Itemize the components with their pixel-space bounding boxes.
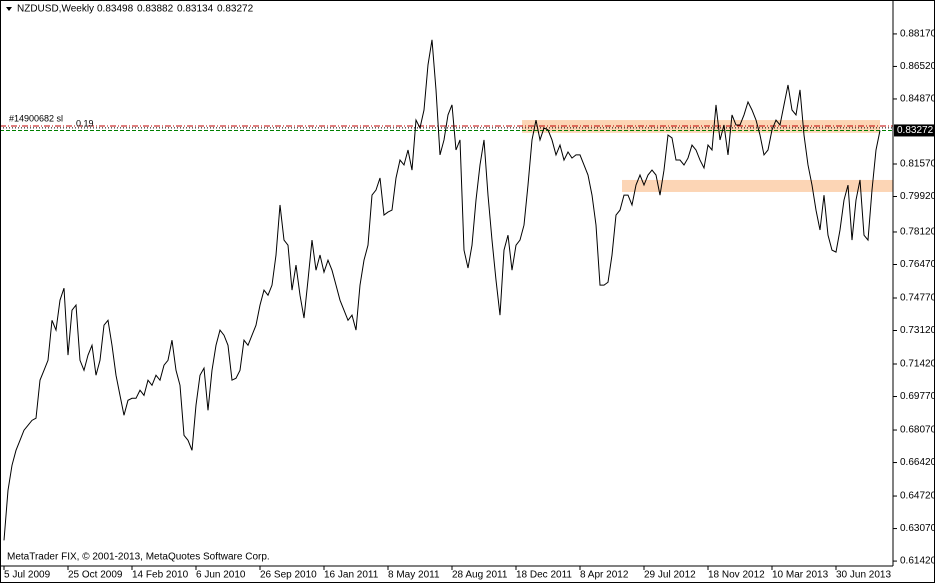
y-tick-label: 0.79920 [900, 191, 935, 202]
plot-area [0, 39, 893, 541]
x-tick-label: 6 Jun 2010 [196, 570, 246, 581]
x-tick-label: 14 Feb 2010 [132, 570, 189, 581]
order-label: #14900682 sl [9, 113, 63, 123]
y-tick-label: 0.78120 [900, 227, 935, 238]
x-tick-label: 29 Jul 2012 [644, 570, 696, 581]
x-tick-label: 28 Aug 2011 [452, 570, 508, 581]
close-value: 0.83272 [217, 4, 254, 15]
low-value: 0.83134 [177, 4, 214, 15]
y-tick-label: 0.88170 [900, 29, 935, 40]
menu-arrow[interactable] [6, 7, 12, 11]
x-tick-label: 30 Jun 2013 [836, 570, 891, 581]
y-tick-label: 0.61420 [900, 556, 935, 567]
y-tick-label: 0.68070 [900, 425, 935, 436]
y-tick-label: 0.73120 [900, 325, 935, 336]
x-tick-label: 18 Nov 2012 [708, 570, 765, 581]
x-tick-label: 26 Sep 2010 [260, 570, 317, 581]
copyright: MetaTrader FIX, © 2001-2013, MetaQuotes … [7, 552, 270, 563]
x-tick-label: 8 Apr 2012 [580, 570, 629, 581]
y-tick-label: 0.69770 [900, 391, 935, 402]
y-tick-label: 0.84870 [900, 94, 935, 105]
y-tick-label: 0.76470 [900, 259, 935, 270]
x-tick-label: 18 Dec 2011 [516, 570, 572, 581]
x-tick-label: 5 Jul 2009 [4, 570, 51, 581]
y-tick-label: 0.74770 [900, 293, 935, 304]
y-tick-label: 0.64720 [900, 491, 935, 502]
y-tick-label: 0.66420 [900, 457, 935, 468]
y-tick-label: 0.81570 [900, 159, 935, 170]
current-price-label: 0.83272 [897, 125, 934, 136]
open-value: 0.83498 [97, 4, 134, 15]
y-tick-label: 0.71420 [900, 359, 935, 370]
y-tick-label: 0.86520 [900, 61, 935, 72]
price-zone [622, 179, 893, 192]
symbol-title: NZDUSD,Weekly [17, 4, 94, 15]
x-tick-label: 16 Jan 2011 [324, 570, 379, 581]
high-value: 0.83882 [137, 4, 174, 15]
x-tick-label: 8 May 2011 [388, 570, 440, 581]
y-tick-label: 0.63070 [900, 523, 935, 534]
price-line [3, 39, 881, 541]
x-tick-label: 10 Mar 2013 [772, 570, 829, 581]
current-price-box [894, 124, 935, 137]
order-lots: 0.19 [76, 118, 94, 128]
x-tick-label: 25 Oct 2009 [68, 570, 123, 581]
